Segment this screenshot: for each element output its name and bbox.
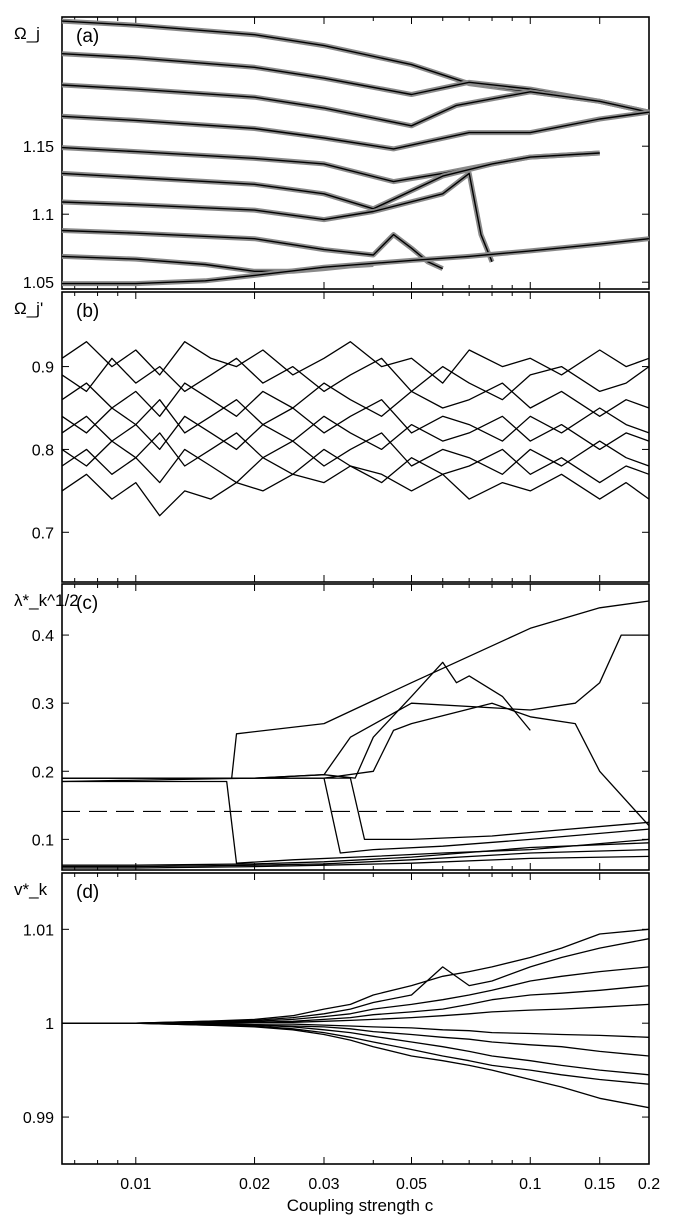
y-tick-label: 1.15 [23,139,54,156]
x-tick-label: 0.03 [308,1176,339,1193]
panel-frame [61,16,650,290]
series-line [62,780,650,864]
y-tick-label: 0.9 [32,360,54,377]
series-line [62,1003,650,1024]
panels: 1.051.11.15Ω_j (a)0.70.80.9Ω_j' (b)0.10.20… [14,16,650,1165]
series-line [61,341,650,384]
x-axis: 0.01 0.02 0.03 0.05 0.1 0.15 0.2 [120,1176,660,1193]
series-line [61,172,493,263]
y-axis-label: Ω_j' [14,299,43,318]
y-tick-label: 0.3 [32,696,54,713]
panel-b: 0.7 0.8 0.9 Ω_j' (b) [14,291,650,583]
panel-label: (c) [76,593,98,614]
y-tick-label: 0.1 [32,832,54,849]
panel-c: 0.1 0.2 0.3 0.4 λ*_k^1/2(c) [14,583,650,871]
series-line [61,152,600,210]
x-axis-title: Coupling strength c [287,1196,434,1215]
y-tick-label: 1 [45,1016,54,1033]
series-line [61,415,650,451]
series-line [62,842,650,866]
y-tick-label: 0.99 [23,1110,54,1127]
series-line [62,1022,650,1076]
panel-a: 1.05 1.1 1.15 Ω_j (a) [14,16,650,292]
panel-frame [61,872,650,1165]
series-line [62,1022,650,1109]
y-tick-label: 1.01 [23,922,54,939]
panel-frame [61,583,650,871]
y-axis-label: Ω_j [14,24,40,43]
series-line [62,848,650,868]
y-tick-label: 0.8 [32,442,54,459]
y-axis-label: v*_k [14,880,48,899]
x-tick-label: 0.2 [638,1176,660,1193]
panel-label: (a) [76,26,99,47]
panel-label: (b) [76,301,99,322]
y-tick-label: 1.05 [23,275,54,292]
series-line [62,777,650,841]
y-tick-label: 0.4 [32,628,54,645]
panel-frame [61,291,650,583]
y-tick-label: 0.7 [32,525,54,542]
series-line [62,1022,650,1038]
panel-d: 0.99 1 1.01 v*_k (d) [14,872,650,1165]
x-tick-label: 0.1 [519,1176,541,1193]
y-tick-label: 1.1 [32,207,54,224]
series-line [62,661,531,779]
series-line [61,465,650,517]
x-tick-label: 0.15 [584,1176,615,1193]
series-line [61,84,650,127]
series-line [61,382,650,417]
series-line [62,855,650,869]
y-axis-label: λ*_k^1/2 [14,591,79,610]
panel-label: (d) [76,882,99,903]
series-line [61,448,650,484]
series-line [62,238,650,285]
x-tick-label: 0.01 [120,1176,151,1193]
y-tick-label: 0.2 [32,764,54,781]
x-tick-label: 0.02 [239,1176,270,1193]
x-tick-label: 0.05 [396,1176,427,1193]
series-line [61,111,650,150]
series-line [62,938,650,1024]
series-line [61,357,650,401]
